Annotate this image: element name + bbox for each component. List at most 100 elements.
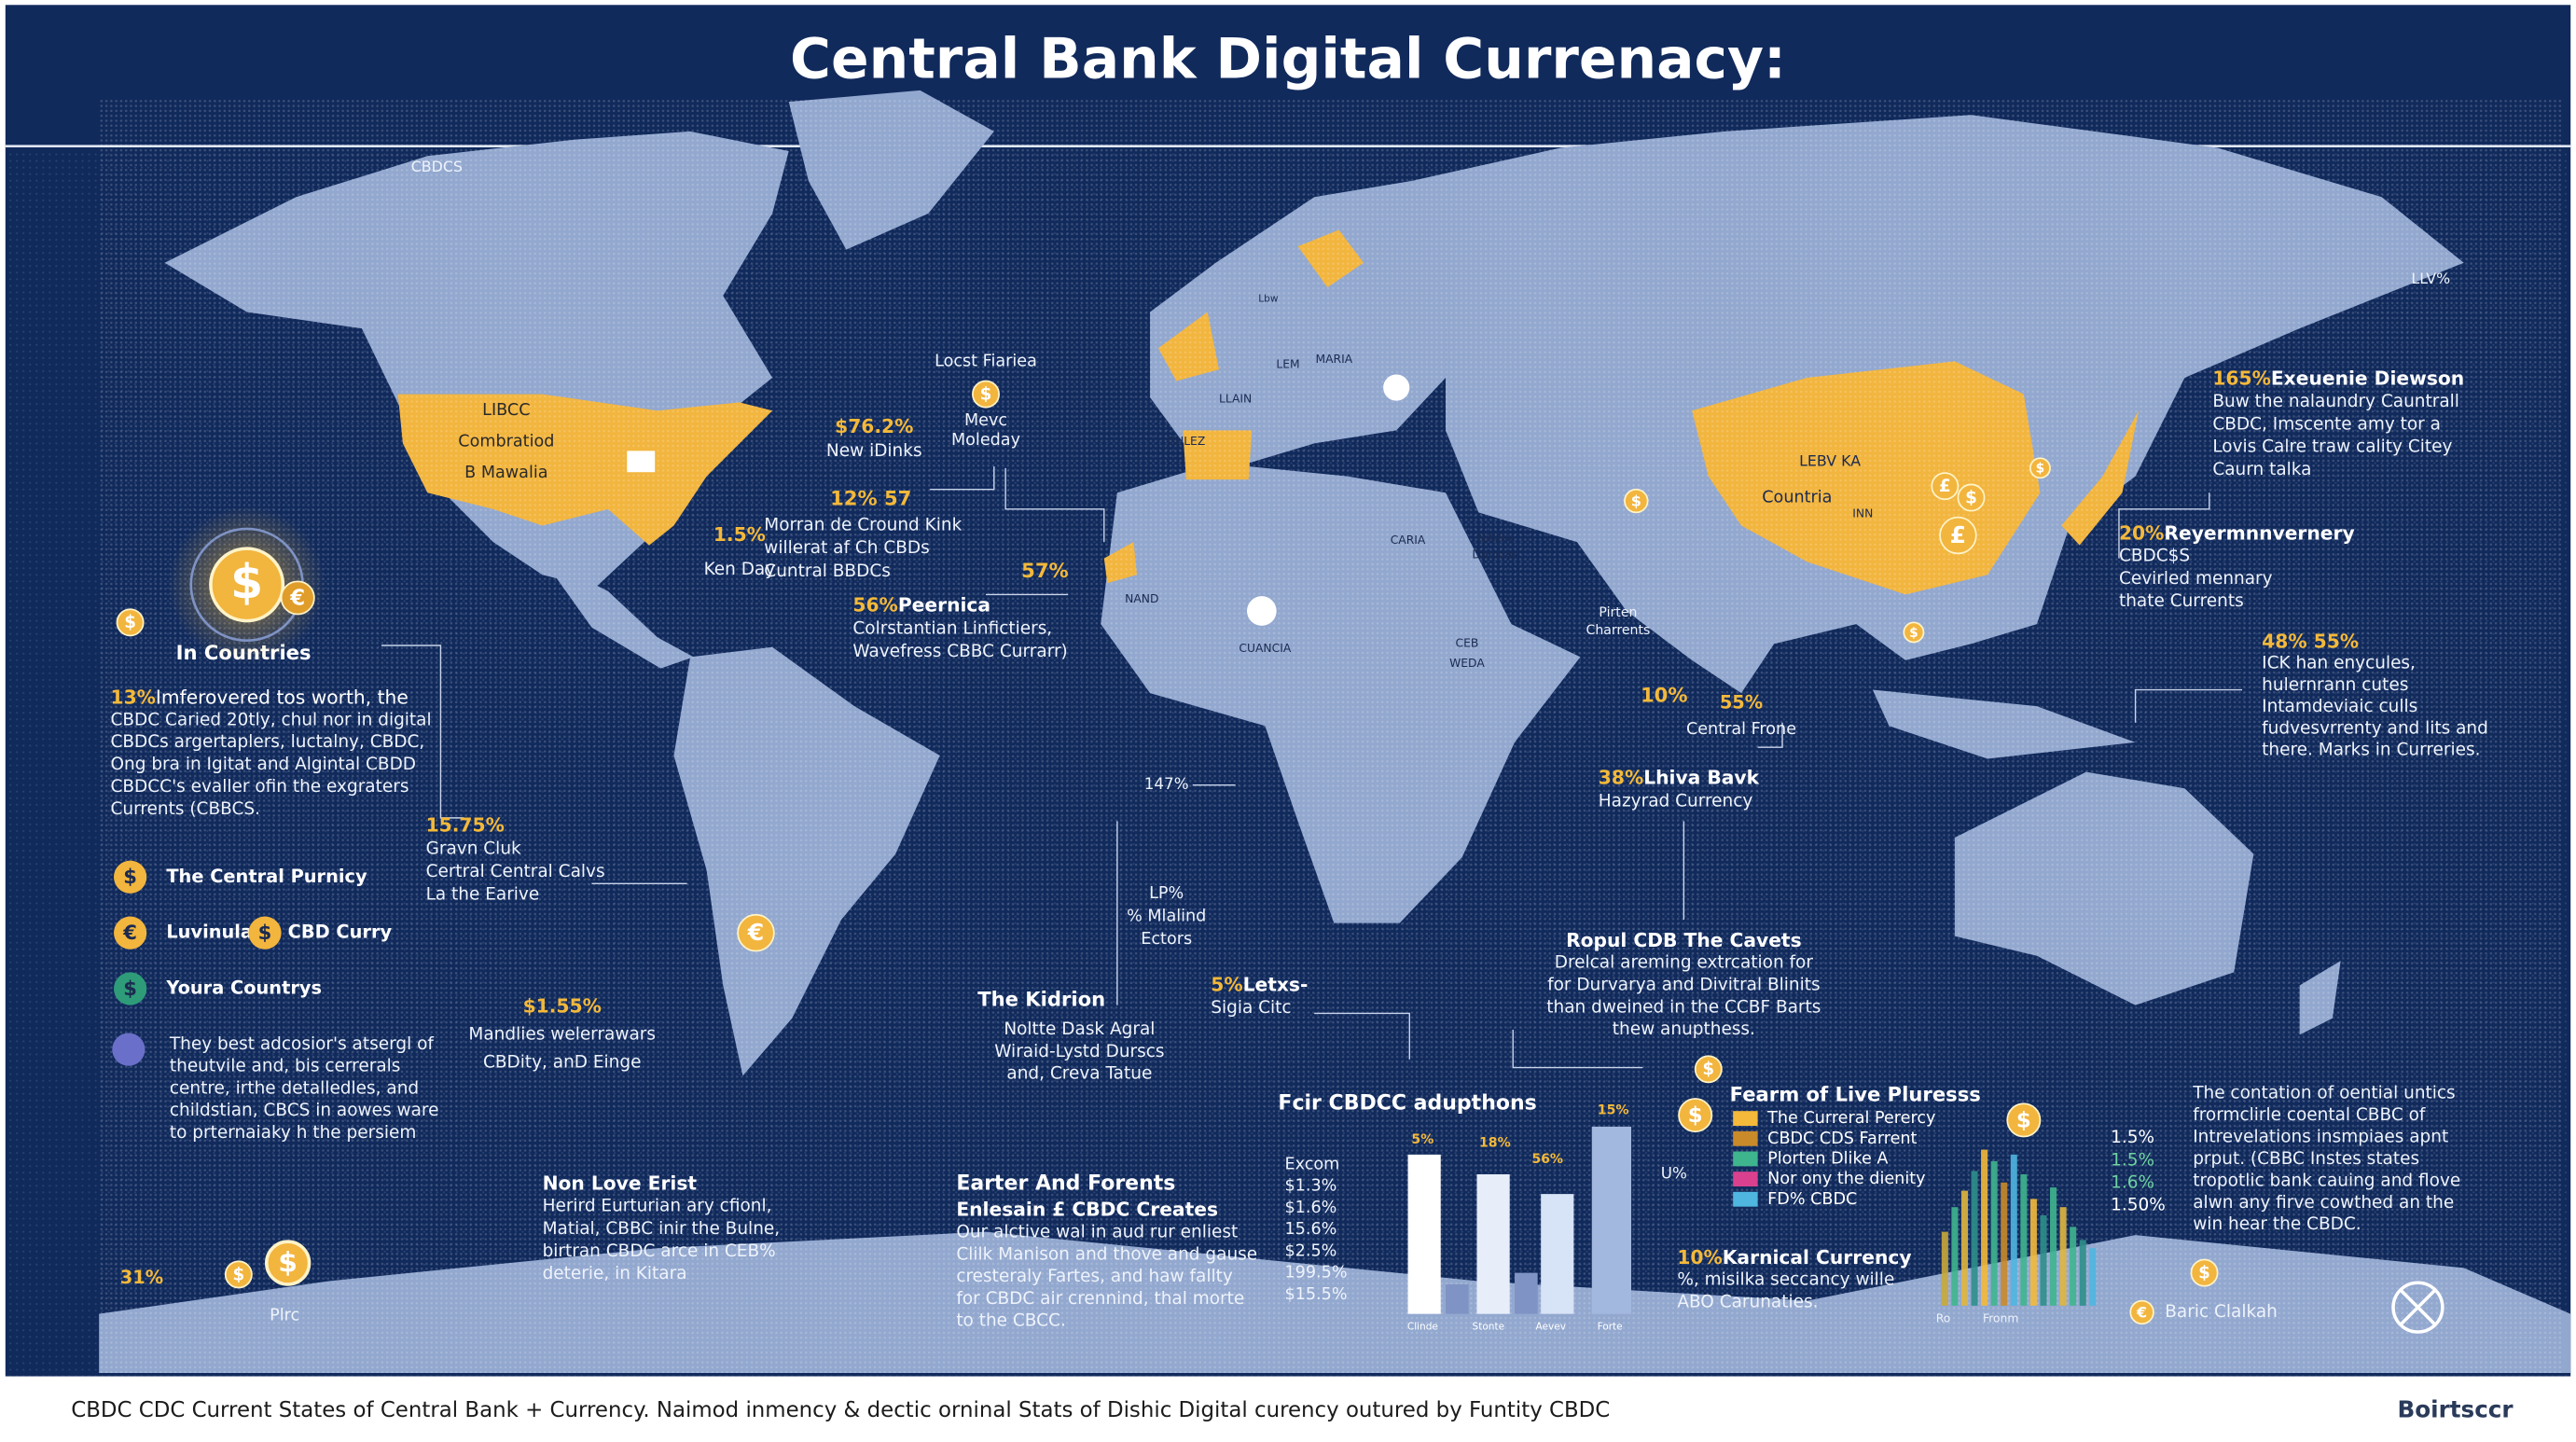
highlight-value: 48% 55% <box>2262 630 2359 652</box>
key-label: Nor ony the dienity <box>1767 1170 1925 1188</box>
callout-line: La the Earive <box>426 885 540 905</box>
callout-line: Combratiod <box>458 433 554 451</box>
highlight-value: 57% <box>1021 559 1069 582</box>
connector <box>1757 722 1783 748</box>
callout-line: Cuntral BBDCs <box>764 562 891 581</box>
legend-icon <box>114 916 147 950</box>
callout-line: Ken Day <box>704 560 776 579</box>
footer-band <box>5 1380 2571 1437</box>
side-value: 1.5% <box>2111 1128 2154 1147</box>
key-swatch <box>1733 1172 1758 1187</box>
callout-line: Locst Fiariea <box>935 352 1037 370</box>
callout-line: hulernrann cutes <box>2262 675 2408 695</box>
connectors <box>381 466 2243 1069</box>
callout-line: theutvile and, bis cerrerals <box>170 1057 401 1076</box>
page-title: Central Bank Digital Currenacy: <box>790 27 1786 92</box>
callout-line: for CBDC air crennind, thal morte <box>956 1289 1244 1309</box>
legend-icon <box>114 972 147 1005</box>
side-value: 1.50% <box>2111 1196 2166 1215</box>
highlight-value: 12% 57 <box>830 486 911 509</box>
callout-line: Intamdeviaic culls <box>2262 697 2417 716</box>
key-label: FD% CBDC <box>1767 1190 1857 1209</box>
connector <box>1314 1012 1411 1060</box>
chart-shape <box>1971 1171 1978 1306</box>
callout-line: willerat af Ch CBDs <box>764 538 929 558</box>
connector <box>930 466 995 491</box>
coin-symbol: $ <box>2036 462 2045 477</box>
map-label: LEBV KA <box>1799 451 1861 469</box>
coin-icon <box>280 580 315 616</box>
callout-line: 15.6% <box>1284 1220 1336 1239</box>
close-icon-cross <box>2400 1289 2436 1325</box>
mini-chart-label: Aevev <box>1535 1322 1566 1333</box>
coin-symbol: $ <box>1702 1060 1714 1079</box>
key-swatch <box>1733 1191 1758 1207</box>
callout-line: Matial, CBBC inir the Bulne, <box>543 1219 781 1239</box>
callout-line: New iDinks <box>826 441 922 461</box>
chart-shape <box>2010 1154 2017 1306</box>
map-label: CHLEZ <box>1167 435 1205 448</box>
callout-line: Caurn talka <box>2212 460 2311 479</box>
connector <box>1004 467 1105 543</box>
coin-symbol: £ <box>1939 477 1951 496</box>
callout-line: % Mlalind <box>1127 908 1206 926</box>
footer-brand: Boirtsccr <box>2397 1396 2514 1423</box>
heading-text: Non Love Erist <box>543 1172 698 1194</box>
callout-line: Fronm <box>1983 1311 2018 1324</box>
callout-line: Intrevelations insmpiaes apnt <box>2193 1128 2448 1147</box>
coin-icon <box>1931 472 1960 501</box>
key-swatch <box>1733 1130 1758 1146</box>
coin-icon <box>224 1260 253 1289</box>
coin-icon <box>972 380 1000 409</box>
callout-line: CBDCs argertaplers, luctalny, CBDC, <box>110 732 424 752</box>
heading-text: Karnical Currency <box>1723 1245 1912 1268</box>
legend-icon <box>248 916 282 950</box>
flag-icon <box>625 449 657 474</box>
coin-symbol: $ <box>2016 1108 2031 1132</box>
highlight-value: 15.75% <box>426 813 505 836</box>
legend-symbol: $ <box>123 977 137 1000</box>
callout-line: Mandlies welerrawars <box>468 1024 656 1044</box>
callout-line: Mevc <box>964 411 1007 430</box>
highlight-value: 20% <box>2119 521 2164 544</box>
callout-line: to prternaiaky h the persiem <box>170 1123 416 1143</box>
callout-line: $1.6% <box>1284 1199 1336 1217</box>
callout-line: The contation of oential untics <box>2192 1084 2455 1103</box>
mini-bar-chart <box>1407 1126 1632 1314</box>
coin-symbol: $ <box>1965 488 1977 507</box>
callout-line: Lovis Calre traw cality Citey <box>2212 437 2452 457</box>
callout-line: U% <box>1661 1163 1687 1182</box>
coin-symbol: $ <box>278 1246 298 1279</box>
callout-heading: 10% <box>1641 684 1688 707</box>
callout-line: alwn any firve cowthed an the <box>2193 1193 2454 1213</box>
mini-chart-value: 56% <box>1531 1152 1563 1167</box>
chart-shape <box>1514 1272 1538 1314</box>
map-label: MARIA <box>1315 353 1352 366</box>
callout-line: Ectors <box>1141 930 1192 949</box>
callout-line: cresteraly Fartes, and haw fallty <box>956 1267 1233 1286</box>
callout-heading: 57% <box>1021 559 1069 582</box>
heading-text: Lhiva Bavk <box>1643 766 1759 788</box>
callout-line: for Durvarya and Divitral Blinits <box>1547 975 1821 994</box>
mini-chart-value: 5% <box>1411 1132 1433 1147</box>
coin-symbol: £ <box>1950 521 1967 548</box>
callout-line: thate Currents <box>2119 591 2244 611</box>
chart-shape <box>1941 1231 1948 1306</box>
chart-shape <box>2040 1215 2047 1306</box>
chart-shape <box>2020 1173 2028 1306</box>
callout-line: They best adcosior's atsergl of <box>169 1034 435 1054</box>
legend-symbol: € <box>122 921 137 944</box>
callout-line: LP% <box>1149 884 1184 903</box>
map-label: NAND <box>1125 592 1158 605</box>
close-icon <box>2391 1281 2444 1334</box>
callout-line: than dweined in the CCBF Barts <box>1546 997 1821 1017</box>
callout-line: B Mawalia <box>464 464 547 482</box>
coin-icon <box>265 1240 312 1286</box>
chart-shape <box>1960 1190 1968 1306</box>
callout-line: Drelcal areming extrcation for <box>1555 953 1814 973</box>
callout-line: tropotlic bank cauing and flove <box>2193 1171 2460 1190</box>
callout-line: Sigia Citc <box>1211 998 1291 1018</box>
callout-line: childstian, CBCS in aowes ware <box>170 1101 439 1120</box>
map-label: NAVIA <box>1477 532 1513 545</box>
callout-line: Morran de Cround Kink <box>764 515 962 534</box>
